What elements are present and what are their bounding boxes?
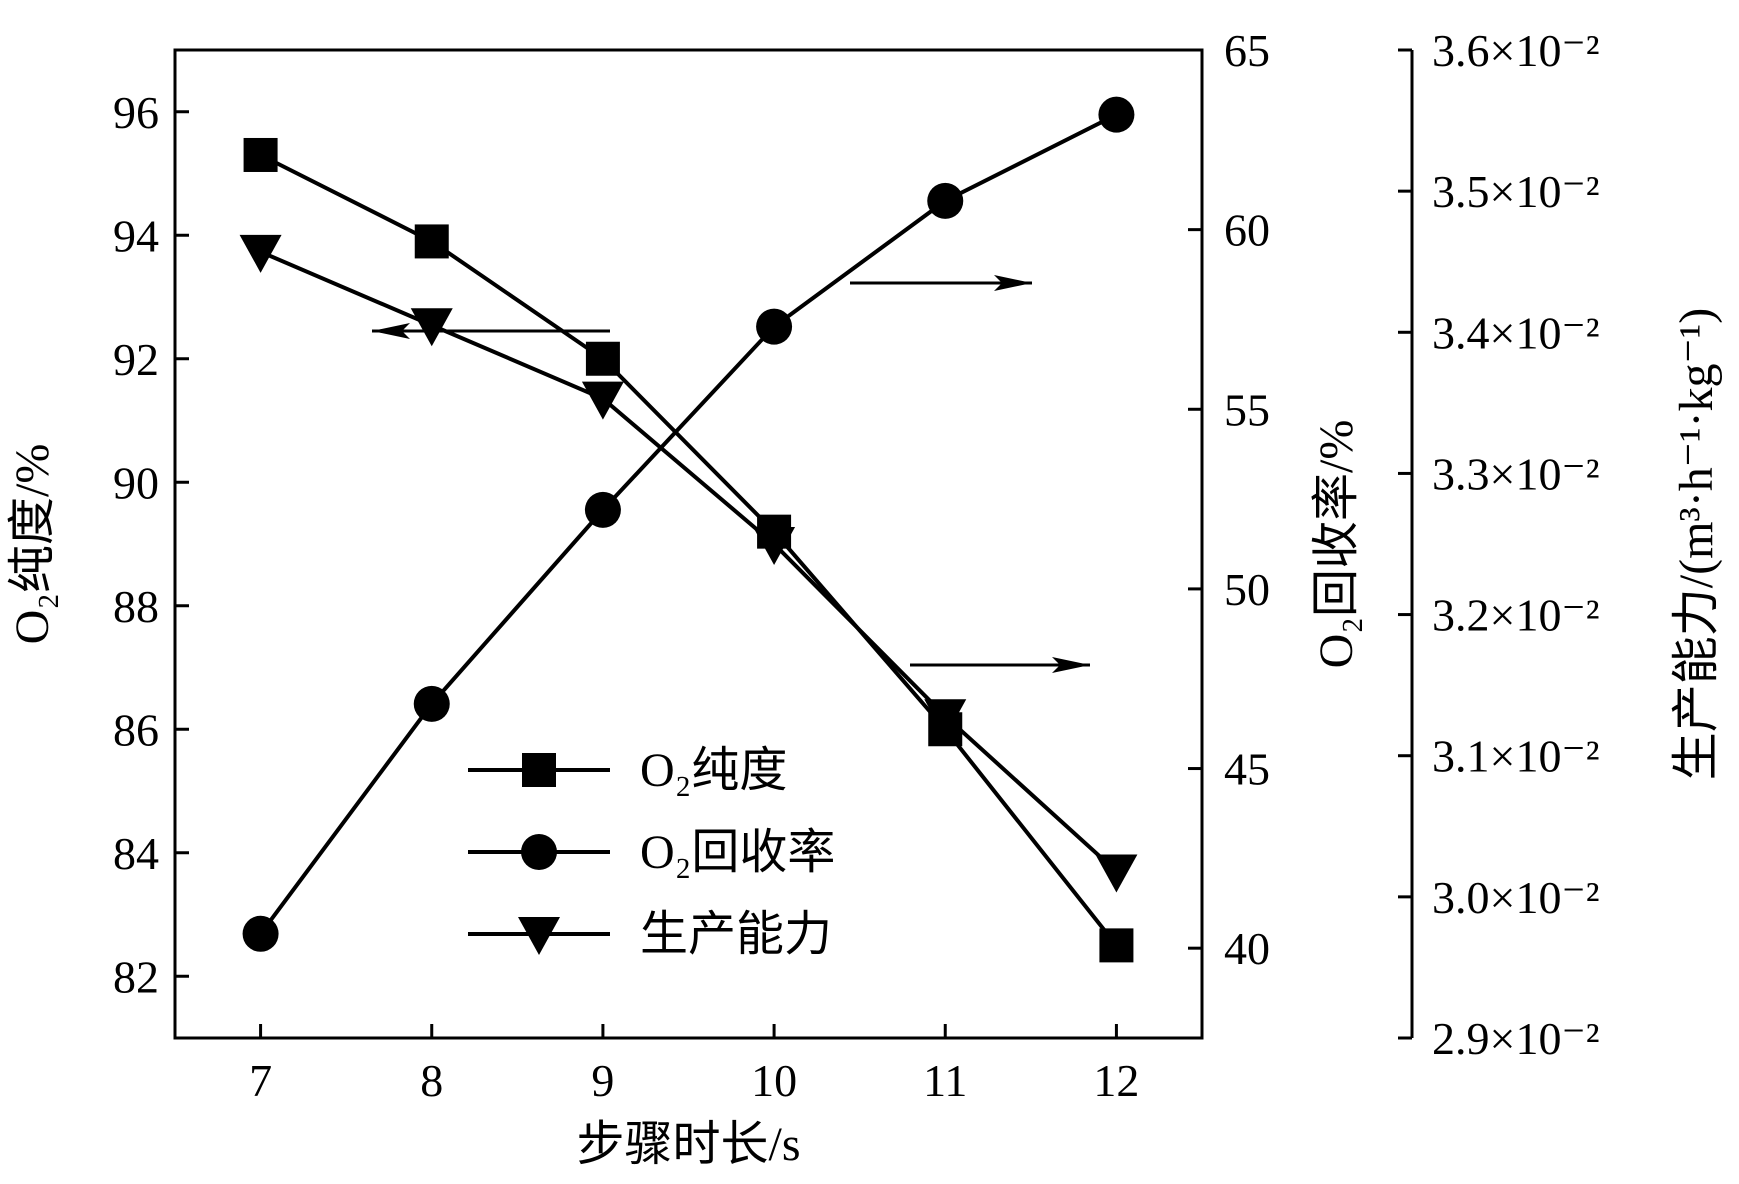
data-point-square [522, 753, 556, 787]
data-point-circle [1098, 96, 1135, 133]
data-point-circle [584, 491, 621, 528]
x-tick-label: 11 [923, 1055, 967, 1106]
data-point-triangle [753, 527, 796, 565]
y-tick-label-purity: 90 [113, 457, 159, 508]
x-tick-label: 8 [420, 1055, 443, 1106]
series-productivity [239, 234, 1138, 893]
y-tick-label-productivity: 3.0×10⁻² [1432, 872, 1600, 923]
series-line-productivity [259, 249, 1118, 873]
y-tick-label-purity: 88 [113, 581, 159, 632]
data-point-triangle [581, 381, 624, 420]
plot-frame [173, 48, 1204, 1040]
legend-entry-purity: O₂纯度 [468, 744, 787, 797]
y-axis-title-recovery: O₂回收率/% [1310, 420, 1363, 669]
y-tick-label-productivity: 2.9×10⁻² [1432, 1013, 1600, 1064]
arrow-head [1052, 657, 1090, 673]
y-tick-label-productivity: 3.2×10⁻² [1432, 590, 1600, 641]
y-tick-label-purity: 82 [113, 951, 159, 1002]
y-tick-label-productivity: 3.4×10⁻² [1432, 307, 1600, 358]
data-point-triangle [1095, 854, 1138, 893]
legend-label: O₂回收率 [640, 826, 835, 879]
series-line-recovery [258, 112, 1118, 936]
arrow-productivity-to-outer-axis [910, 657, 1090, 673]
data-point-square [243, 137, 278, 172]
series-recovery [242, 96, 1135, 952]
arrow-purity-to-left-axis [372, 323, 610, 339]
series-group [239, 96, 1138, 963]
data-point-circle [756, 308, 793, 345]
y-tick-label-productivity: 3.6×10⁻² [1432, 25, 1600, 76]
y-tick-label-recovery: 65 [1224, 25, 1270, 76]
x-tick-label: 10 [751, 1055, 797, 1106]
x-tick-label: 7 [249, 1055, 272, 1106]
data-point-square [585, 341, 620, 376]
y-tick-label-purity: 86 [113, 704, 159, 755]
data-point-triangle [518, 917, 560, 955]
data-point-triangle [239, 234, 282, 273]
y-tick-label-recovery: 45 [1224, 744, 1270, 795]
arrow-head [372, 323, 410, 339]
legend-entry-recovery: O₂回收率 [468, 826, 835, 879]
y-tick-label-productivity: 3.5×10⁻² [1432, 166, 1600, 217]
y-tick-label-recovery: 55 [1224, 384, 1270, 435]
y-tick-label-productivity: 3.3×10⁻² [1432, 448, 1600, 499]
y-tick-label-recovery: 40 [1224, 923, 1270, 974]
data-point-circle [242, 915, 279, 952]
arrow-head [994, 275, 1032, 291]
axes-group: 7 8 9 10 11 12 82 84 86 88 90 92 94 96 40 45 50 55 60 65 2.9… [113, 25, 1600, 1106]
data-point-circle [413, 685, 450, 722]
data-point-circle [521, 834, 557, 870]
y-tick-label-purity: 92 [113, 334, 159, 385]
data-point-square [1099, 928, 1134, 963]
y-tick-label-productivity: 3.1×10⁻² [1432, 731, 1600, 782]
legend-label: 生产能力 [640, 908, 832, 961]
axis-indicator-arrows [372, 275, 1090, 673]
data-point-triangle [410, 308, 453, 347]
y-axis-title-purity: O₂纯度/% [6, 444, 59, 645]
data-point-circle [927, 182, 964, 219]
legend-entry-productivity: 生产能力 [468, 908, 832, 961]
data-point-triangle [924, 699, 967, 738]
x-tick-label: 12 [1093, 1055, 1139, 1106]
y-tick-label-purity: 94 [113, 210, 159, 261]
data-point-square [414, 224, 449, 259]
y-axis-title-productivity: 生产能力/(m³·h⁻¹·kg⁻¹) [1670, 308, 1723, 780]
x-tick-label: 9 [591, 1055, 614, 1106]
x-axis-title: 步骤时长/s [576, 1118, 800, 1171]
series-line-purity [259, 153, 1118, 947]
y-tick-label-recovery: 50 [1224, 564, 1270, 615]
legend-label: O₂纯度 [640, 744, 787, 797]
y-tick-label-purity: 84 [113, 828, 159, 879]
plot-border [173, 48, 1204, 1040]
y-tick-label-recovery: 60 [1224, 205, 1270, 256]
arrow-recovery-to-right-axis [850, 275, 1032, 291]
y-tick-label-purity: 96 [113, 87, 159, 138]
axis-titles: 步骤时长/s O₂纯度/% O₂回收率/% 生产能力/(m³·h⁻¹·kg⁻¹) [6, 308, 1723, 1171]
